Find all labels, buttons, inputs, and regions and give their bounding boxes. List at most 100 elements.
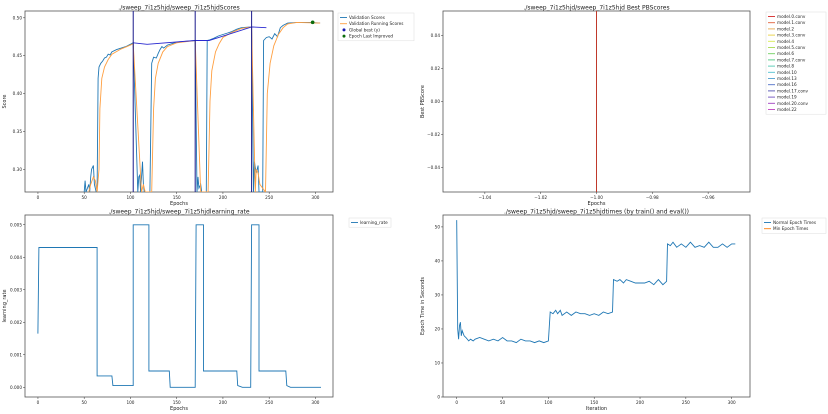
chart-4: ./sweep_7i1z5hjd/sweep_7i1z5hjdtimes (by… [420, 209, 827, 412]
legend-label: model.5.conv [777, 45, 806, 50]
y-tick-label: 10 [435, 360, 441, 365]
y-tick-label: 0.005 [10, 222, 22, 227]
y-tick-label: −0.04 [427, 165, 440, 170]
series-line-normal-epoch-times [456, 220, 736, 344]
y-tick-label: 0.00 [431, 99, 441, 104]
y-axis-label: Best PBScore [420, 85, 426, 118]
legend-label: model.0.conv [777, 14, 806, 19]
x-axis-label: Epochs [588, 201, 606, 207]
x-tick-label: 0 [37, 195, 40, 200]
y-tick-label: 0.40 [13, 91, 23, 96]
x-tick-label: −0.98 [646, 195, 659, 200]
chart-title: ./sweep_7i1z5hjd/sweep_7i1z5hjdScores [118, 5, 239, 12]
chart-title: ./sweep_7i1z5hjd/sweep_7i1z5hjdlearning_… [108, 209, 249, 216]
x-tick-label: −0.96 [702, 195, 715, 200]
x-tick-label: 150 [590, 400, 598, 405]
y-axis-label: Epoch Time in Seconds [420, 277, 426, 335]
x-tick-label: 50 [82, 400, 88, 405]
x-tick-label: 0 [37, 400, 40, 405]
x-tick-label: 100 [126, 400, 134, 405]
legend-marker [342, 34, 346, 38]
x-tick-label: −1.02 [534, 195, 547, 200]
x-tick-label: 250 [682, 400, 690, 405]
x-tick-label: 0 [455, 400, 458, 405]
y-tick-label: 0.45 [13, 53, 23, 58]
x-tick-label: 250 [265, 195, 273, 200]
plot-marks [456, 220, 736, 344]
series-line-validation-scores [83, 21, 321, 192]
y-tick-label: 0.003 [10, 287, 22, 292]
marker-epoch-last-improved [310, 20, 315, 25]
x-tick-label: 250 [265, 400, 273, 405]
y-tick-label: 50 [435, 224, 441, 229]
chart-title: ./sweep_7i1z5hjd/sweep_7i1z5hjd Best PBS… [523, 5, 669, 12]
legend-label: Validation Scores [349, 15, 385, 20]
series-line-learning-rate [37, 224, 321, 388]
legend-label: model.19 [777, 95, 797, 100]
chart-title: ./sweep_7i1z5hjd/sweep_7i1z5hjdtimes (by… [504, 209, 689, 216]
legend-label: model.2 [777, 26, 794, 31]
x-tick-label: 300 [728, 400, 736, 405]
legend-label: model.1.conv [777, 20, 806, 25]
chart-2: ./sweep_7i1z5hjd/sweep_7i1z5hjd Best PBS… [420, 5, 827, 207]
legend-label: model.17.conv [777, 88, 809, 93]
legend-label: model.22 [777, 107, 797, 112]
legend-marker [342, 28, 346, 32]
x-tick-label: 200 [636, 400, 644, 405]
y-tick-label: 0.50 [13, 15, 23, 20]
y-tick-label: 0.30 [13, 167, 23, 172]
y-tick-label: 0.004 [10, 255, 22, 260]
y-tick-label: −0.02 [427, 132, 440, 137]
x-tick-label: 50 [82, 195, 88, 200]
legend-box [761, 217, 827, 234]
x-tick-label: 150 [173, 195, 181, 200]
x-tick-label: −1.04 [478, 195, 491, 200]
legend-box [337, 12, 415, 42]
x-axis-label: Iteration [586, 406, 607, 412]
y-tick-label: 40 [435, 258, 441, 263]
legend-label: model.13 [777, 76, 797, 81]
y-tick-label: 0.35 [13, 129, 23, 134]
x-tick-label: 300 [311, 400, 319, 405]
legend-box [765, 11, 827, 115]
legend-label: model.6 [777, 51, 794, 56]
legend-label: model.20.conv [777, 101, 809, 106]
plot-marks [37, 224, 321, 388]
x-tick-label: −1.00 [590, 195, 603, 200]
legend-label: model.7.conv [777, 57, 806, 62]
legend-label: model.8 [777, 64, 794, 69]
x-tick-label: 200 [219, 400, 227, 405]
plot-area [442, 214, 751, 398]
legend-label: Normal Epoch Times [773, 220, 816, 225]
y-tick-label: 0 [437, 395, 440, 400]
legend-label: model.3.conv [777, 33, 806, 38]
legend-label: learning_rate [360, 220, 388, 225]
plot-marks [83, 11, 321, 192]
y-tick-label: 20 [435, 326, 441, 331]
x-tick-label: 100 [544, 400, 552, 405]
legend: learning_rate [348, 217, 392, 228]
x-tick-label: 200 [219, 195, 227, 200]
x-tick-label: 150 [173, 400, 181, 405]
x-tick-label: 50 [500, 400, 506, 405]
plot-area [24, 214, 334, 398]
legend-label: model.4 [777, 39, 794, 44]
chart-3: ./sweep_7i1z5hjd/sweep_7i1z5hjdlearning_… [2, 209, 392, 412]
y-tick-label: 0.000 [10, 385, 22, 390]
chart-1: ./sweep_7i1z5hjd/sweep_7i1z5hjdScores 0 50… [2, 5, 415, 207]
y-axis-label: Score [2, 94, 8, 108]
series-line-global-best-y- [133, 26, 267, 45]
legend-label: model.10 [777, 70, 797, 75]
y-tick-label: 0.002 [10, 320, 22, 325]
plot-area [24, 10, 334, 193]
x-axis-label: Epochs [170, 406, 188, 412]
legend-label: Min Epoch Times [773, 226, 808, 231]
legend-label: Validation Running Scores [349, 21, 403, 26]
y-tick-label: 0.02 [431, 66, 441, 71]
y-tick-label: 0.04 [431, 33, 441, 38]
legend-box [348, 217, 392, 228]
